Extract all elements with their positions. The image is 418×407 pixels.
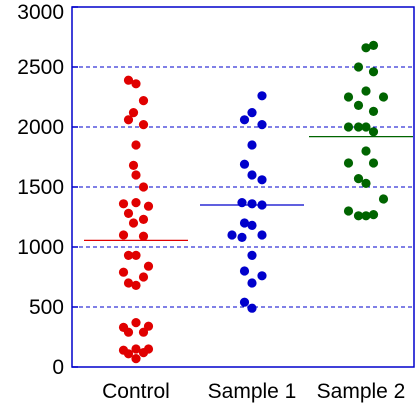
data-point — [247, 140, 257, 150]
y-tick-label: 2500 — [17, 56, 64, 79]
data-point — [247, 278, 257, 288]
y-tick-label: 500 — [29, 296, 64, 319]
data-point — [239, 218, 250, 228]
data-point — [138, 214, 149, 224]
y-tick-label: 3000 — [17, 1, 64, 24]
data-point — [123, 250, 134, 260]
data-point — [123, 115, 134, 125]
data-point — [237, 232, 247, 242]
data-point — [361, 43, 371, 53]
data-point — [138, 272, 149, 282]
mean-lines — [84, 135, 413, 242]
x-category-label: Sample 2 — [317, 380, 406, 403]
data-point — [353, 62, 364, 72]
data-point — [257, 120, 267, 130]
data-point — [131, 344, 141, 354]
data-point — [247, 303, 257, 313]
data-point — [131, 250, 141, 260]
data-point — [131, 318, 141, 328]
data-point — [128, 160, 139, 170]
data-point — [239, 266, 250, 276]
data-point — [378, 194, 389, 204]
data-point — [128, 218, 139, 228]
data-point — [361, 122, 371, 132]
data-point — [361, 86, 371, 96]
data-point — [143, 344, 154, 354]
data-point — [138, 182, 149, 192]
data-point — [131, 280, 141, 290]
y-axis-ticks: 0 500 1000 1500 2000 2500 3000 — [17, 1, 78, 379]
data-point — [368, 40, 379, 51]
data-point — [361, 178, 371, 188]
data-point — [143, 261, 154, 271]
data-point — [343, 206, 354, 216]
data-point — [123, 278, 134, 288]
grid-lines — [72, 66, 414, 308]
y-tick-label: 2000 — [17, 116, 64, 139]
data-point — [138, 231, 149, 241]
data-point — [257, 175, 267, 185]
data-point — [239, 115, 250, 125]
data-point — [353, 174, 364, 184]
data-point — [257, 271, 267, 281]
data-point — [118, 267, 129, 277]
x-category-label: Sample 1 — [208, 380, 297, 403]
data-point — [123, 208, 134, 218]
data-points — [118, 40, 389, 364]
data-point — [247, 108, 257, 118]
data-point — [118, 230, 129, 240]
x-axis-categories: Control Sample 1 Sample 2 — [102, 380, 405, 403]
data-point — [378, 92, 389, 102]
data-point — [247, 220, 257, 230]
y-tick-label: 0 — [52, 356, 64, 379]
data-point — [353, 100, 364, 110]
data-point — [131, 140, 141, 150]
data-point — [257, 91, 267, 101]
data-point — [138, 327, 149, 337]
data-point — [368, 106, 379, 116]
data-point — [131, 198, 141, 208]
y-tick-label: 1000 — [17, 236, 64, 259]
data-point — [353, 211, 364, 221]
data-point — [131, 170, 141, 180]
data-point — [368, 158, 379, 168]
x-category-label: Control — [102, 380, 170, 403]
data-point — [353, 122, 364, 132]
y-tick-label: 1500 — [17, 176, 64, 199]
data-point — [368, 67, 379, 77]
data-point — [227, 230, 237, 240]
data-point — [143, 201, 154, 211]
data-point — [361, 211, 371, 221]
data-point — [123, 75, 134, 85]
data-point — [138, 96, 149, 106]
data-point — [131, 354, 141, 364]
data-point — [247, 199, 257, 209]
data-point — [361, 146, 371, 156]
data-point — [368, 210, 379, 220]
data-point — [247, 170, 257, 180]
data-point — [128, 108, 139, 118]
data-point — [343, 158, 354, 168]
data-point — [118, 199, 129, 209]
data-point — [138, 120, 149, 130]
data-point — [239, 159, 250, 169]
data-point — [131, 79, 141, 89]
data-point — [123, 327, 134, 337]
data-point — [237, 198, 247, 208]
data-point — [257, 230, 267, 240]
data-point — [247, 250, 257, 260]
data-point — [368, 127, 379, 137]
data-point — [239, 297, 250, 307]
data-point — [123, 349, 134, 359]
data-point — [343, 122, 354, 132]
data-point — [343, 92, 354, 102]
